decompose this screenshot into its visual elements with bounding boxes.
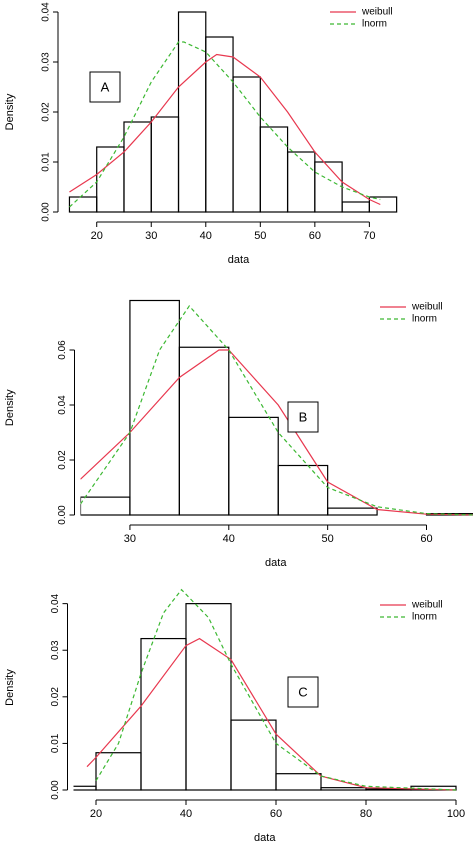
y-tick-label: 0.00: [57, 505, 68, 525]
x-tick-label: 40: [223, 533, 235, 545]
legend-label: weibull: [411, 302, 443, 313]
density-curve: [69, 41, 381, 208]
x-tick-label: 60: [420, 533, 432, 545]
bar: [275, 773, 322, 791]
y-tick-label: 0.04: [41, 2, 52, 22]
x-tick-label: 40: [200, 230, 212, 242]
legend-label: weibull: [411, 600, 443, 611]
y-tick-label: 0.00: [50, 780, 61, 800]
y-tick-label: 0.02: [57, 450, 68, 470]
x-tick-label: 70: [363, 230, 375, 242]
bar: [259, 126, 289, 213]
x-tick-label: 50: [254, 230, 266, 242]
annotation-box: [287, 676, 319, 708]
bar: [286, 151, 316, 213]
bar: [341, 201, 370, 213]
annotation: C: [298, 684, 307, 699]
legend-label: weibull: [361, 7, 393, 18]
bar: [129, 299, 180, 516]
density-curve: [80, 349, 473, 516]
y-tick-label: 0.01: [41, 152, 52, 172]
plot-area: [73, 588, 457, 791]
y-tick-label: 0.02: [50, 687, 61, 707]
y-axis-label: Density: [4, 93, 16, 130]
plot-area: [68, 11, 398, 213]
bar: [205, 36, 234, 213]
x-tick-label: 100: [447, 808, 465, 820]
bar: [140, 637, 187, 791]
bar: [228, 416, 279, 516]
bar: [230, 719, 277, 791]
y-tick-label: 0.04: [50, 593, 61, 613]
legend-label: lnorm: [412, 612, 437, 623]
bar: [123, 121, 152, 213]
density-curve: [80, 305, 473, 516]
bar: [368, 196, 398, 213]
x-tick-label: 50: [322, 533, 334, 545]
annotation: B: [299, 409, 308, 424]
y-tick-label: 0.03: [50, 640, 61, 660]
x-tick-label: 30: [124, 533, 136, 545]
bar: [68, 196, 98, 213]
y-tick-label: 0.01: [50, 733, 61, 753]
y-tick-label: 0.02: [41, 102, 52, 122]
bar: [327, 507, 378, 516]
bar: [320, 787, 367, 791]
y-tick-label: 0.06: [57, 340, 68, 360]
bar: [96, 146, 125, 213]
density-curve: [95, 588, 457, 791]
x-tick-label: 30: [145, 230, 157, 242]
bar: [95, 752, 142, 791]
bar: [277, 464, 329, 516]
x-tick-label: 80: [360, 808, 372, 820]
plot-area: [80, 299, 473, 516]
x-tick-label: 40: [180, 808, 192, 820]
annotation-box: [287, 401, 319, 433]
density-curve: [86, 637, 457, 791]
density-curve: [69, 53, 381, 206]
bar: [232, 76, 261, 213]
x-axis-label: data: [265, 557, 287, 569]
bar: [185, 603, 232, 791]
bar: [150, 116, 180, 213]
bar: [80, 496, 131, 516]
y-tick-label: 0.00: [41, 202, 52, 222]
y-axis-label: Density: [4, 389, 16, 426]
x-axis-label: data: [228, 254, 250, 266]
x-tick-label: 20: [90, 808, 102, 820]
x-tick-label: 60: [270, 808, 282, 820]
y-tick-label: 0.04: [57, 395, 68, 415]
annotation-box: [89, 71, 121, 103]
bar: [314, 161, 343, 213]
legend-label: lnorm: [362, 19, 387, 30]
y-tick-label: 0.03: [41, 52, 52, 72]
annotation: A: [101, 79, 110, 94]
x-axis-label: data: [254, 832, 276, 842]
legend-label: lnorm: [412, 314, 437, 325]
x-tick-label: 60: [309, 230, 321, 242]
y-axis-label: Density: [4, 669, 16, 706]
x-tick-label: 20: [91, 230, 103, 242]
